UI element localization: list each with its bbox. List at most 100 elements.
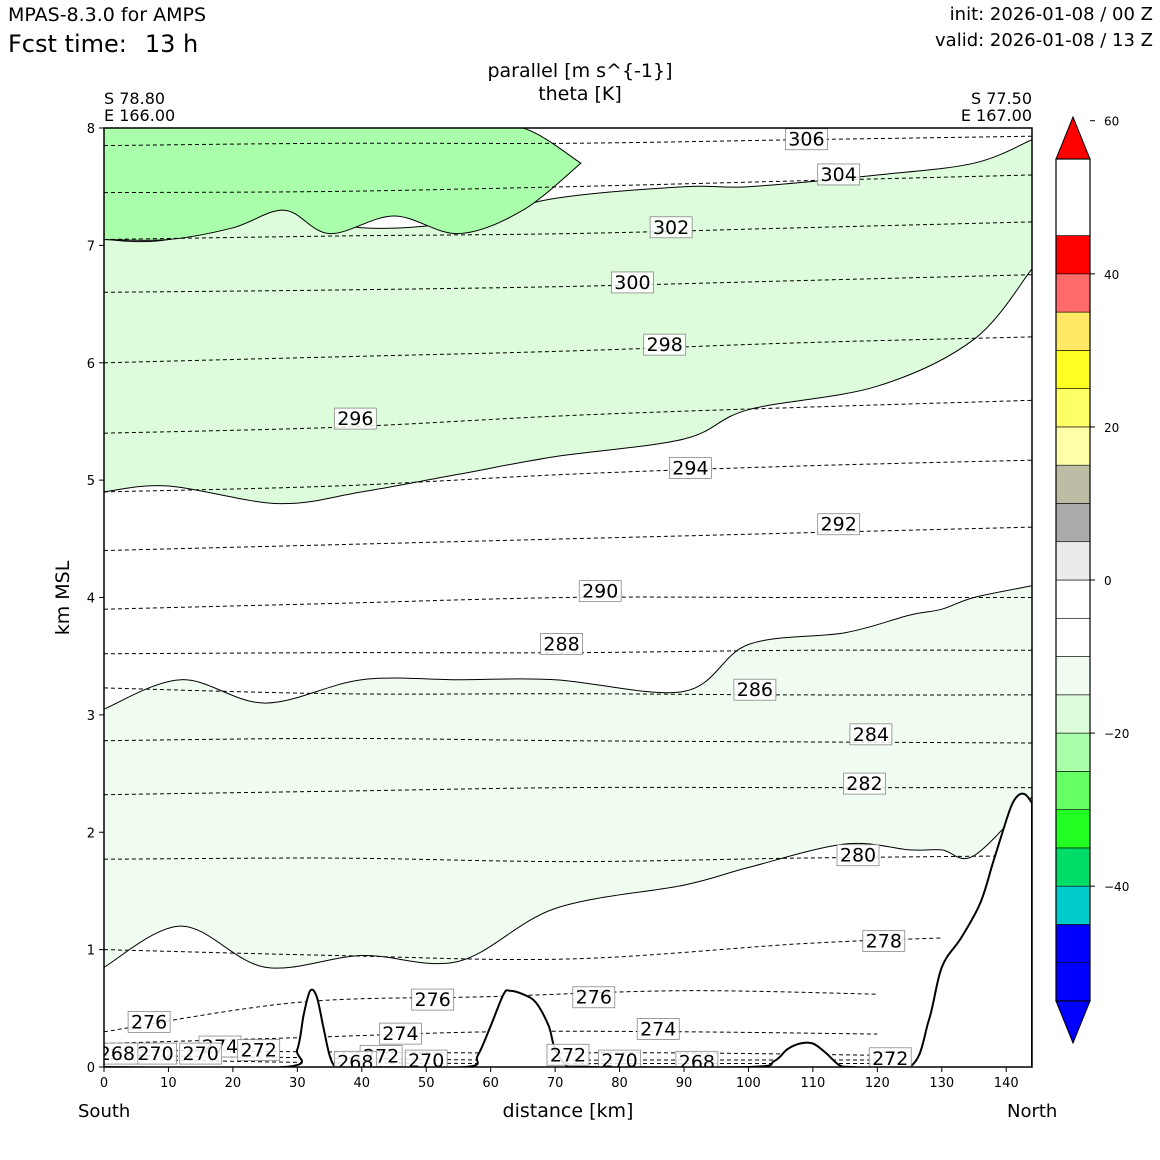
theta-label-box: [868, 1047, 912, 1067]
x-tick-label: 110: [800, 1076, 825, 1091]
colorbar-segment: [1055, 694, 1091, 734]
theta-label: 290: [582, 581, 618, 603]
theta-label: 280: [840, 845, 876, 867]
x-tick-label: 30: [289, 1076, 306, 1091]
colorbar-segment: [1055, 503, 1091, 543]
theta-contour-292: [104, 526, 1032, 551]
theta-label-box: [836, 844, 880, 867]
theta-label: 302: [653, 217, 689, 239]
theta-label-box: [404, 1049, 448, 1067]
theta-label-box: [817, 163, 861, 186]
theta-label-box: [849, 723, 893, 746]
chart-subtitle: theta [K]: [538, 83, 622, 105]
x-tick-label: 130: [929, 1076, 954, 1091]
theta-label: 300: [614, 272, 650, 294]
theta-label-box: [578, 580, 622, 603]
x-tick-label: 0: [100, 1076, 108, 1091]
forecast-time-label: Fcst time:: [8, 30, 127, 58]
model-name: MPAS-8.3.0 for AMPS: [8, 4, 207, 26]
right-end-longitude: E 167.00: [960, 106, 1032, 125]
theta-label-box: [333, 407, 377, 430]
x-tick-label: 50: [418, 1076, 435, 1091]
x-tick-label: 140: [994, 1076, 1019, 1091]
theta-label-box: [379, 1022, 422, 1045]
left-end-longitude: E 166.00: [104, 106, 176, 125]
theta-label: 270: [408, 1050, 444, 1072]
x-tick-label: 90: [676, 1076, 693, 1091]
theta-label-box: [636, 1018, 680, 1040]
theta-contour-298: [104, 336, 1032, 364]
colorbar-segment: [1055, 388, 1091, 428]
theta-label-box: [127, 1010, 171, 1033]
colorbar-segment: [1055, 311, 1091, 351]
x-tick-label: 80: [611, 1076, 628, 1091]
theta-label: 288: [543, 633, 579, 655]
x-tick-label: 40: [354, 1076, 371, 1091]
colorbar-segment: [1055, 617, 1091, 657]
left-end-latitude: S 78.80: [104, 89, 166, 108]
colorbar-segment: [1055, 426, 1091, 466]
theta-label: 282: [846, 773, 882, 795]
colorbar-segment: [1055, 273, 1091, 313]
theta-contour-300: [104, 274, 1032, 293]
theta-label-box: [675, 1050, 719, 1067]
colorbar-segment: [1055, 350, 1091, 389]
colorbar-under-arrow: [1055, 1000, 1091, 1045]
theta-label: 268: [337, 1051, 373, 1073]
y-tick-label: 4: [87, 592, 95, 607]
theta-label: 268: [679, 1051, 715, 1073]
south-end-label: South: [78, 1101, 131, 1122]
colorbar-segment: [1055, 656, 1091, 696]
theta-label-box: [649, 216, 693, 239]
theta-label: 276: [576, 987, 612, 1009]
theta-label: 306: [788, 129, 824, 151]
x-tick-label: 120: [865, 1076, 890, 1091]
theta-label-box: [540, 633, 583, 655]
theta-label: 272: [241, 1040, 277, 1062]
colorbar-tick-label: −40: [1104, 880, 1129, 894]
theta-label-box: [333, 1050, 377, 1067]
init-time: init: 2026-01-08 / 00 Z: [949, 4, 1153, 25]
north-end-label: North: [1007, 1101, 1058, 1122]
theta-contour-290: [104, 596, 1032, 610]
theta-contour-282: [104, 786, 1032, 796]
theta-label: 274: [382, 1023, 418, 1045]
y-tick-label: 7: [87, 239, 95, 254]
y-tick-label: 3: [87, 709, 95, 724]
x-tick-label: 100: [736, 1076, 761, 1091]
colorbar-segment: [1055, 464, 1091, 504]
colorbar-segment: [1055, 924, 1091, 964]
theta-contour-304: [104, 174, 1032, 194]
y-axis-label: km MSL: [52, 560, 74, 635]
colorbar-segment: [1055, 541, 1091, 581]
colorbar-over-arrow: [1055, 115, 1091, 160]
theta-label: 274: [640, 1018, 676, 1040]
colorbar-segment: [1055, 235, 1091, 275]
theta-label-box: [843, 772, 886, 795]
theta-label: 270: [137, 1043, 173, 1065]
theta-label-box: [411, 988, 455, 1011]
theta-contour-276: [104, 990, 878, 1033]
colorbar-segment: [1055, 962, 1091, 1002]
theta-label: 298: [647, 334, 683, 356]
theta-label: 270: [601, 1050, 637, 1072]
theta-label-box: [669, 456, 712, 479]
colorbar-segment: [1055, 847, 1091, 887]
colorbar-segment: [1055, 771, 1091, 810]
colorbar-tick-label: 20: [1104, 421, 1119, 435]
theta-label: 276: [415, 989, 451, 1011]
plot-area: 306 304 302 300 298 296 294 292 290 288 286 284 282 2…: [104, 128, 1032, 1073]
x-tick-label: 60: [482, 1076, 499, 1091]
theta-label-box: [598, 1049, 641, 1067]
theta-label: 272: [550, 1044, 586, 1066]
forecast-time: Fcst time: 13 h: [8, 30, 198, 58]
theta-label: 304: [821, 164, 857, 186]
theta-contour-278: [104, 937, 942, 961]
theta-label-box: [546, 1043, 590, 1066]
theta-label-box: [643, 333, 687, 356]
y-tick-label: 6: [87, 357, 95, 372]
theta-label-box: [733, 678, 777, 701]
theta-contour-306: [104, 135, 1032, 147]
y-tick-label: 8: [87, 122, 95, 137]
